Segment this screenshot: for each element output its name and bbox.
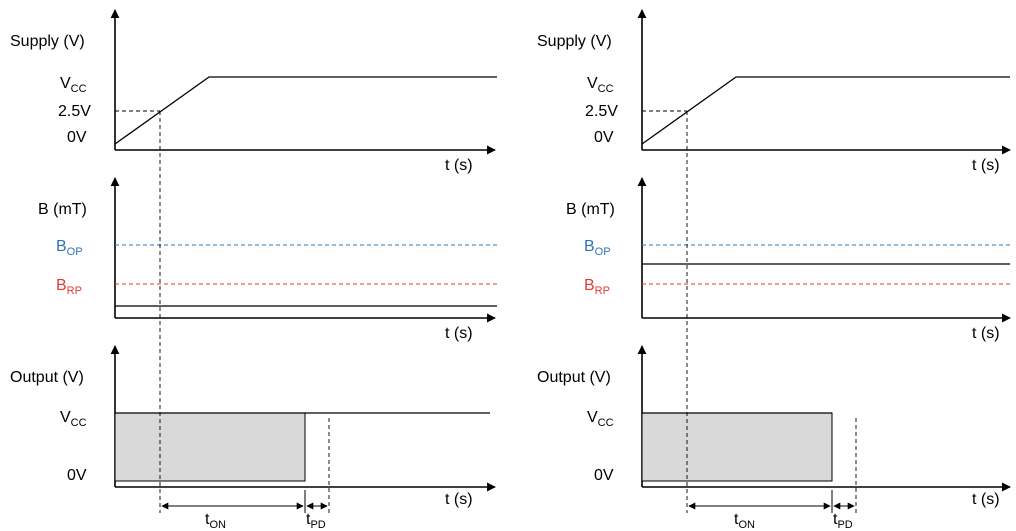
time-label: t (s) [972, 325, 1000, 342]
brp-label: BRP [584, 277, 610, 297]
zero-label: 0V [67, 129, 87, 146]
ton-label: tON [205, 511, 226, 531]
out-vcc-label: VCC [60, 409, 87, 429]
b-axis-label: B (mT) [38, 201, 87, 218]
out-vcc-label: VCC [587, 409, 614, 429]
time-label: t (s) [445, 325, 473, 342]
supply-ramp [114, 76, 497, 145]
tpd-label: tPD [306, 511, 326, 531]
diagram-right: Supply (V) VCC 2.5V 0V t (s) B (mT) BOP … [537, 9, 1011, 531]
tpd-label: tPD [833, 511, 853, 531]
timing-markers: tON tPD [159, 111, 330, 531]
output-axis-label: Output (V) [10, 369, 84, 386]
undefined-output-region [641, 412, 833, 482]
zero-label: 0V [594, 129, 614, 146]
output-panel: Output (V) VCC 0V t (s) [537, 345, 1011, 508]
time-label: t (s) [445, 157, 473, 174]
undefined-output-region [114, 412, 306, 482]
field-panel: B (mT) BOP BRP t (s) [566, 177, 1011, 342]
output-panel: Output (V) VCC 0V t (s) [10, 345, 496, 508]
field-panel: B (mT) BOP BRP t (s) [38, 177, 497, 342]
supply-panel: Supply (V) VCC 2.5V 0V t (s) [537, 9, 1011, 174]
supply-axis-label: Supply (V) [537, 33, 612, 50]
timing-markers: tON tPD [686, 111, 857, 531]
output-axis-label: Output (V) [537, 369, 611, 386]
vcc-label: VCC [60, 75, 87, 95]
v25-label: 2.5V [58, 103, 91, 120]
supply-axis-label: Supply (V) [10, 33, 85, 50]
bop-label: BOP [584, 238, 611, 258]
time-label: t (s) [445, 491, 473, 508]
bop-label: BOP [56, 238, 83, 258]
b-axis-label: B (mT) [566, 201, 615, 218]
vcc-label: VCC [587, 75, 614, 95]
ton-label: tON [734, 511, 755, 531]
out-zero-label: 0V [594, 467, 614, 484]
supply-ramp [641, 76, 1010, 145]
out-zero-label: 0V [67, 467, 87, 484]
brp-label: BRP [56, 277, 82, 297]
supply-panel: Supply (V) VCC 2.5V 0V t (s) [10, 9, 497, 174]
time-label: t (s) [972, 157, 1000, 174]
v25-label: 2.5V [585, 103, 618, 120]
time-label: t (s) [972, 491, 1000, 508]
diagram-left: Supply (V) VCC 2.5V 0V t (s) B (mT) BOP … [10, 9, 497, 531]
